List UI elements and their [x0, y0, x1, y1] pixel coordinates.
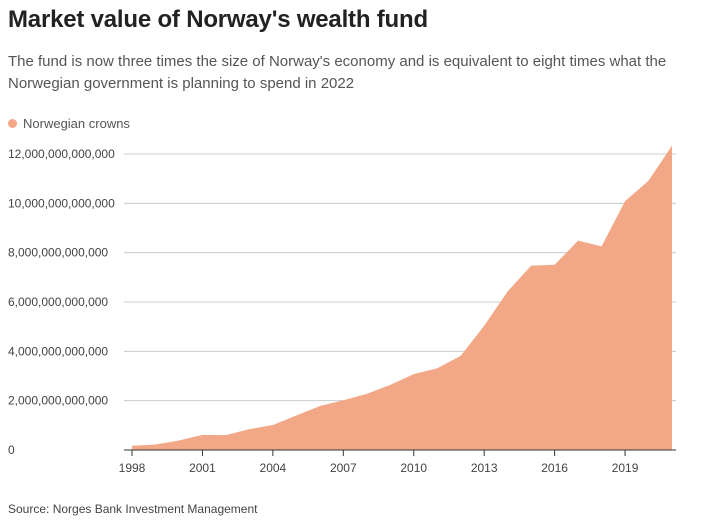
x-tick-label: 2004: [260, 461, 287, 475]
y-tick-label: 4,000,000,000,000: [8, 344, 108, 358]
x-tick-label: 2019: [612, 461, 639, 475]
area-series-norwegian-crowns: [132, 145, 672, 450]
y-tick-label: 8,000,000,000,000: [8, 246, 108, 260]
y-tick-label: 10,000,000,000,000: [8, 196, 115, 210]
x-tick-label: 2007: [330, 461, 357, 475]
legend-swatch: [8, 119, 17, 128]
y-tick-label: 2,000,000,000,000: [8, 394, 108, 408]
y-tick-label: 6,000,000,000,000: [8, 295, 108, 309]
axes: [124, 449, 676, 456]
chart-title: Market value of Norway's wealth fund: [8, 6, 428, 33]
source-note: Source: Norges Bank Investment Managemen…: [8, 502, 258, 516]
y-tick-labels: 0 2,000,000,000,000 4,000,000,000,000 6,000…: [8, 147, 115, 457]
legend: Norwegian crowns: [8, 116, 130, 131]
series-area: [132, 145, 672, 450]
chart-subtitle: The fund is now three times the size of …: [8, 53, 667, 92]
x-tick-label: 2010: [400, 461, 427, 475]
x-tick-labels: 1998 2001 2004 2007 2010 2013 2016 2019: [119, 461, 639, 475]
x-tick-label: 2016: [541, 461, 568, 475]
legend-label: Norwegian crowns: [23, 116, 130, 131]
y-tick-label: 12,000,000,000,000: [8, 147, 115, 161]
y-tick-label: 0: [8, 443, 15, 457]
x-tick-label: 1998: [119, 461, 146, 475]
x-tick-label: 2013: [471, 461, 498, 475]
x-tick-label: 2001: [189, 461, 216, 475]
